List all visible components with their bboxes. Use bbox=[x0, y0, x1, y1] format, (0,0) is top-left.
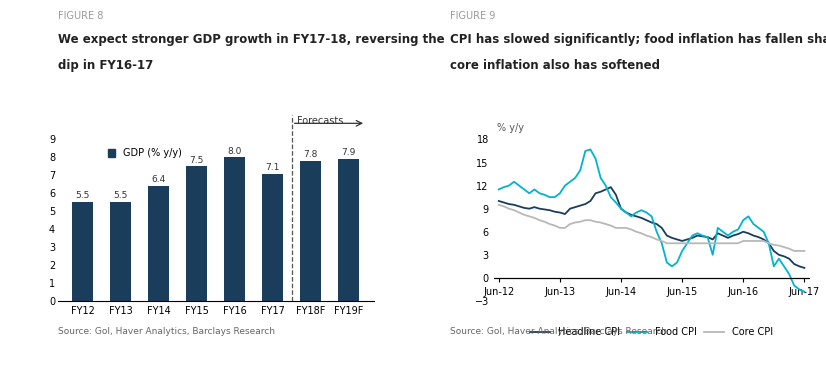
Food CPI bbox=[605, 195, 615, 199]
Text: We expect stronger GDP growth in FY17-18, reversing the: We expect stronger GDP growth in FY17-18… bbox=[58, 33, 444, 46]
Headline CPI bbox=[764, 241, 774, 246]
Text: 7.1: 7.1 bbox=[266, 163, 280, 172]
Text: FIGURE 8: FIGURE 8 bbox=[58, 11, 103, 21]
Text: Source: GoI, Haver Analytics, Barclays Research: Source: GoI, Haver Analytics, Barclays R… bbox=[450, 327, 667, 336]
Food CPI bbox=[565, 179, 575, 184]
Bar bbox=[339, 159, 359, 301]
Food CPI bbox=[764, 241, 774, 246]
Food CPI bbox=[555, 191, 565, 196]
Headline CPI bbox=[555, 210, 565, 215]
Text: 7.9: 7.9 bbox=[342, 148, 356, 157]
Core CPI bbox=[677, 241, 687, 246]
Headline CPI bbox=[800, 266, 809, 270]
Headline CPI bbox=[682, 237, 692, 241]
Core CPI bbox=[601, 222, 610, 226]
Bar bbox=[186, 166, 207, 301]
Text: % y/y: % y/y bbox=[496, 123, 524, 133]
Text: Forecasts: Forecasts bbox=[297, 116, 344, 126]
Headline CPI bbox=[601, 187, 610, 192]
Food CPI bbox=[662, 260, 672, 265]
Food CPI bbox=[682, 241, 692, 246]
Headline CPI bbox=[662, 233, 672, 238]
Text: 5.5: 5.5 bbox=[113, 192, 128, 200]
Legend: Headline CPI, Food CPI, Core CPI: Headline CPI, Food CPI, Core CPI bbox=[526, 324, 776, 341]
Headline CPI bbox=[565, 207, 575, 211]
Bar bbox=[110, 202, 131, 301]
Food CPI bbox=[800, 290, 809, 294]
Text: 5.5: 5.5 bbox=[75, 192, 90, 200]
Bar bbox=[301, 161, 321, 301]
Text: Source: GoI, Haver Analytics, Barclays Research: Source: GoI, Haver Analytics, Barclays R… bbox=[58, 327, 275, 336]
Text: core inflation also has softened: core inflation also has softened bbox=[450, 59, 660, 72]
Core CPI bbox=[494, 203, 504, 207]
Core CPI bbox=[800, 249, 809, 253]
Text: dip in FY16-17: dip in FY16-17 bbox=[58, 59, 153, 72]
Core CPI bbox=[555, 226, 565, 230]
Headline CPI bbox=[494, 199, 504, 203]
Core CPI bbox=[758, 239, 768, 243]
Food CPI bbox=[494, 187, 504, 192]
Bar bbox=[263, 174, 283, 301]
Text: 7.5: 7.5 bbox=[189, 156, 204, 164]
Bar bbox=[225, 157, 245, 301]
Line: Core CPI: Core CPI bbox=[499, 205, 805, 251]
Bar bbox=[72, 202, 93, 301]
Core CPI bbox=[565, 222, 575, 226]
Core CPI bbox=[657, 239, 667, 243]
Headline CPI bbox=[605, 185, 615, 189]
Food CPI bbox=[586, 147, 596, 152]
Text: 6.4: 6.4 bbox=[151, 175, 166, 184]
Text: CPI has slowed significantly; food inflation has fallen sharply,: CPI has slowed significantly; food infla… bbox=[450, 33, 826, 46]
Text: FIGURE 9: FIGURE 9 bbox=[450, 11, 496, 21]
Line: Food CPI: Food CPI bbox=[499, 149, 805, 292]
Legend: GDP (% y/y): GDP (% y/y) bbox=[104, 144, 186, 162]
Bar bbox=[148, 186, 169, 301]
Text: 7.8: 7.8 bbox=[304, 150, 318, 159]
Line: Headline CPI: Headline CPI bbox=[499, 187, 805, 268]
Core CPI bbox=[789, 249, 799, 253]
Text: 8.0: 8.0 bbox=[227, 146, 242, 156]
